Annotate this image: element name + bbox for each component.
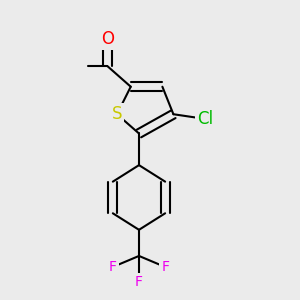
Text: F: F (161, 260, 169, 274)
Text: Cl: Cl (197, 110, 213, 128)
Text: S: S (112, 105, 122, 123)
Text: F: F (135, 275, 143, 289)
Text: O: O (101, 30, 114, 48)
Text: F: F (109, 260, 117, 274)
